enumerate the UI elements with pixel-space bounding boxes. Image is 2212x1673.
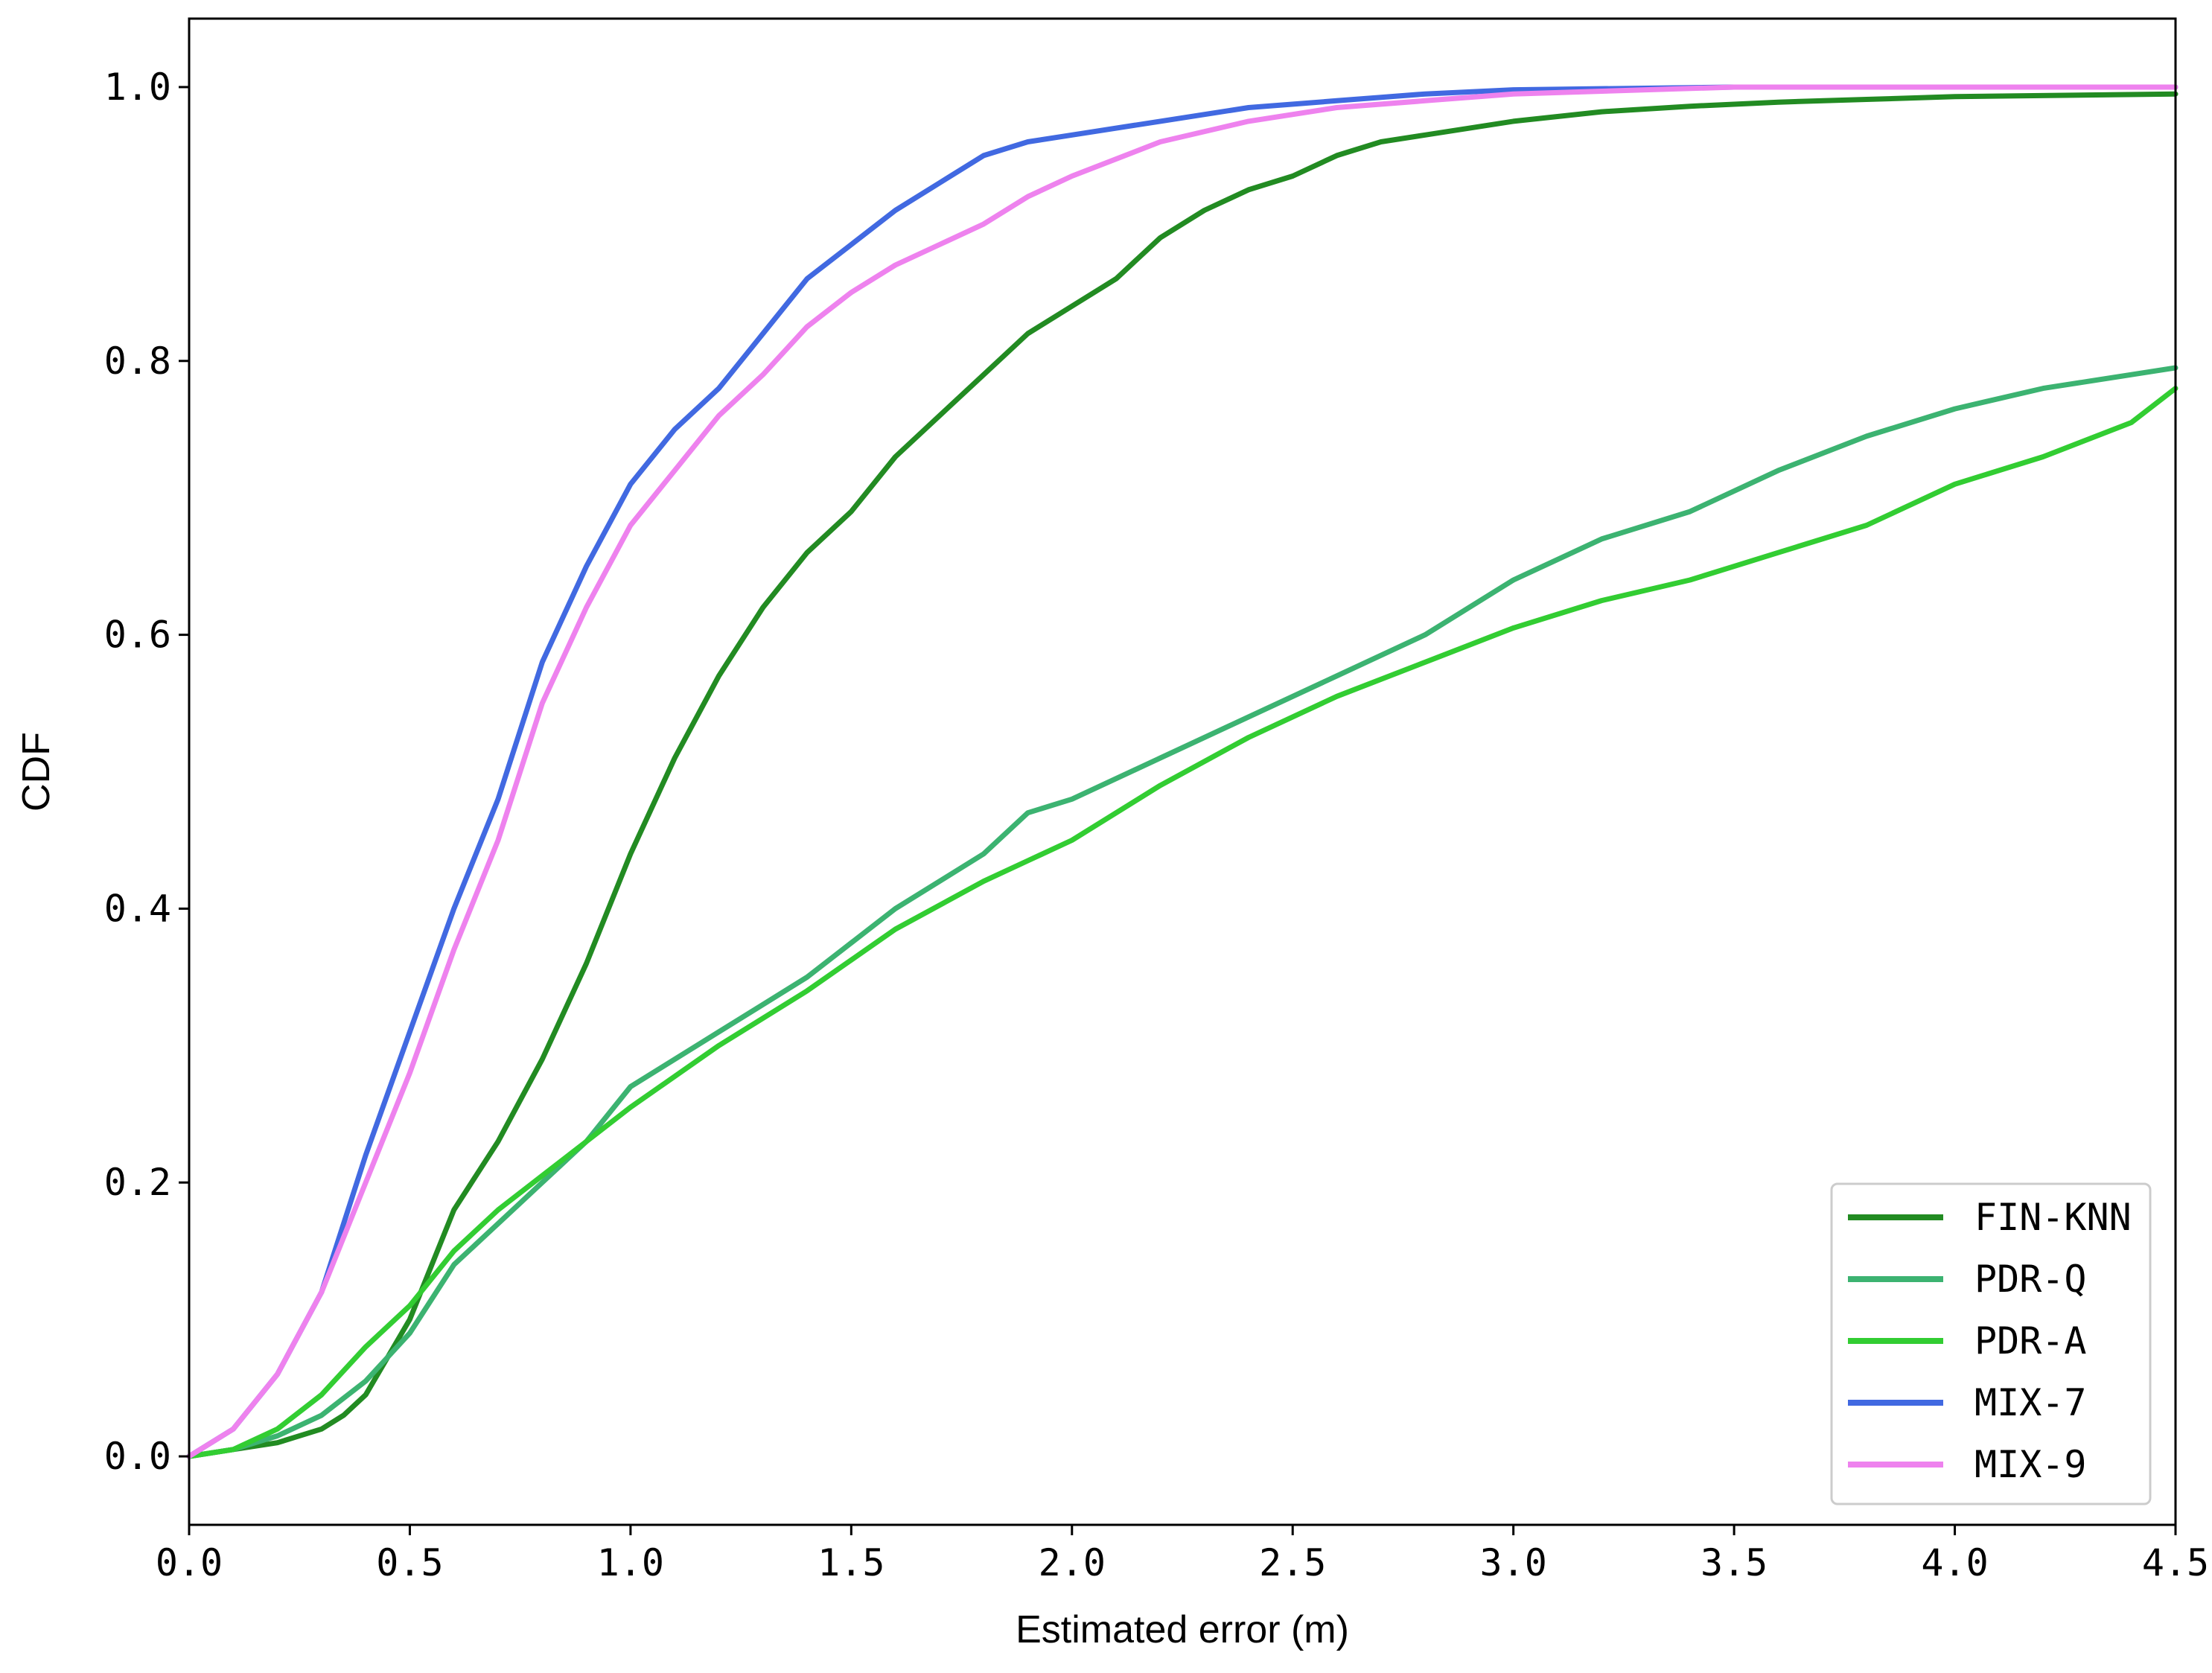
x-tick-label: 2.0 xyxy=(1039,1541,1106,1584)
series-line-pdr-q xyxy=(186,365,2178,1459)
x-tick-label: 1.5 xyxy=(817,1541,885,1584)
x-axis: 0.0 0.5 1.0 1.5 2.0 2.5 3.0 3.5 4.0 4.5 xyxy=(156,1525,2209,1584)
series-line-pdr-a xyxy=(186,386,2178,1459)
x-tick-label: 1.0 xyxy=(597,1541,664,1584)
series-line-mix-9 xyxy=(186,84,2178,1459)
plot-area-frame xyxy=(188,17,2177,1526)
series-line-fin-knn xyxy=(186,91,2178,1459)
y-tick-label: 1.0 xyxy=(104,66,171,109)
legend-label: PDR-A xyxy=(1974,1319,2087,1363)
x-tick-label: 4.0 xyxy=(1921,1541,1988,1584)
legend-label: MIX-9 xyxy=(1974,1443,2087,1486)
legend-label: PDR-Q xyxy=(1974,1258,2087,1301)
y-tick-label: 0.2 xyxy=(104,1161,171,1204)
legend-label: FIN-KNN xyxy=(1974,1196,2132,1239)
x-tick-label: 0.0 xyxy=(156,1541,223,1584)
x-tick-label: 2.5 xyxy=(1259,1541,1326,1584)
y-tick-label: 0.6 xyxy=(104,614,171,657)
y-tick-label: 0.8 xyxy=(104,340,171,383)
series-line-mix-7 xyxy=(186,84,2178,1459)
x-tick-label: 0.5 xyxy=(376,1541,443,1584)
y-tick-label: 0.0 xyxy=(104,1435,171,1478)
x-tick-label: 4.5 xyxy=(2142,1541,2209,1584)
x-tick-label: 3.5 xyxy=(1701,1541,1768,1584)
y-tick-label: 0.4 xyxy=(104,887,171,930)
legend-label: MIX-7 xyxy=(1974,1381,2087,1424)
x-tick-label: 3.0 xyxy=(1480,1541,1547,1584)
y-axis: 0.0 0.2 0.4 0.6 0.8 1.0 xyxy=(104,66,189,1478)
series-layer xyxy=(186,84,2178,1459)
y-axis-label: CDF xyxy=(15,732,58,812)
legend: FIN-KNN PDR-Q PDR-A MIX-7 MIX-9 xyxy=(1830,1182,2152,1505)
x-axis-label: Estimated error (m) xyxy=(1016,1608,1349,1651)
legend-box xyxy=(1830,1182,2152,1505)
